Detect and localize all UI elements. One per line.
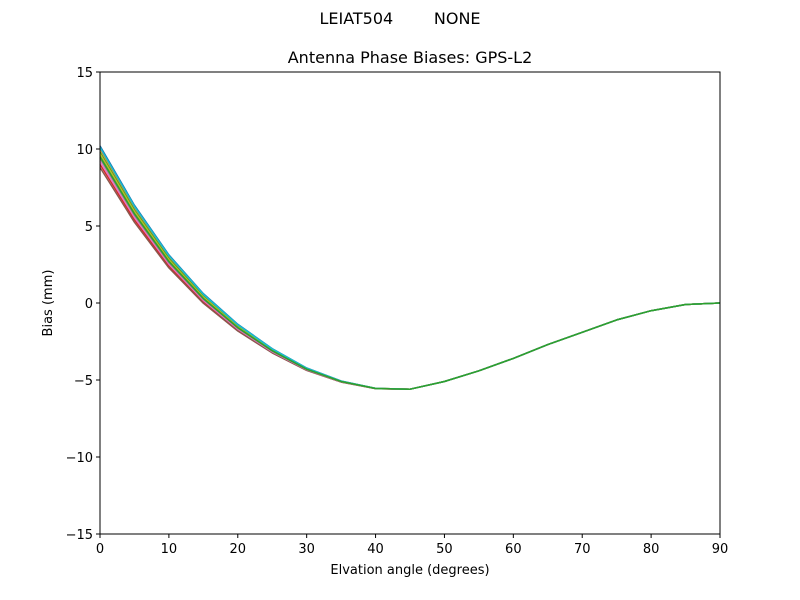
x-tick-label: 30 — [298, 542, 315, 557]
x-tick-label: 10 — [161, 542, 178, 557]
y-tick-label: 5 — [85, 220, 93, 235]
y-axis-label: Bias (mm) — [41, 270, 56, 337]
x-tick-label: 40 — [367, 542, 384, 557]
y-tick-label: −15 — [66, 528, 93, 543]
data-lines — [99, 145, 721, 390]
series-line-az1 — [99, 145, 721, 390]
series-line-az10 — [99, 147, 721, 390]
x-tick-label: 20 — [230, 542, 247, 557]
y-tick-label: −10 — [66, 451, 93, 466]
series-line-az3 — [99, 151, 721, 390]
series-line-az4 — [99, 164, 721, 390]
series-line-az6 — [99, 167, 721, 390]
chart-title: Antenna Phase Biases: GPS-L2 — [287, 48, 533, 67]
y-tick-label: 0 — [85, 297, 93, 312]
y-tick-label: 15 — [76, 66, 93, 81]
x-tick-label: 70 — [574, 542, 591, 557]
y-tick-label: 10 — [76, 143, 93, 158]
y-axis-ticks: −15 −10 −5 0 5 10 15 — [66, 66, 100, 543]
x-tick-label: 90 — [712, 542, 729, 557]
x-axis-label: Elvation angle (degrees) — [330, 563, 489, 578]
plot-frame — [99, 71, 721, 535]
series-line-az9 — [99, 153, 721, 390]
x-axis-ticks: 0 10 20 30 40 50 60 70 80 90 — [96, 534, 728, 557]
figure-suptitle: LEIAT504 NONE — [319, 9, 481, 28]
x-tick-label: 50 — [436, 542, 453, 557]
series-line-az8 — [99, 157, 721, 390]
x-tick-label: 0 — [96, 542, 104, 557]
series-line-az2 — [99, 148, 721, 390]
y-tick-label: −5 — [74, 374, 93, 389]
series-line-az7 — [99, 160, 721, 390]
x-tick-label: 60 — [505, 542, 522, 557]
x-tick-label: 80 — [643, 542, 660, 557]
series-line-az5 — [99, 154, 721, 390]
series-line-az11 — [99, 156, 721, 390]
